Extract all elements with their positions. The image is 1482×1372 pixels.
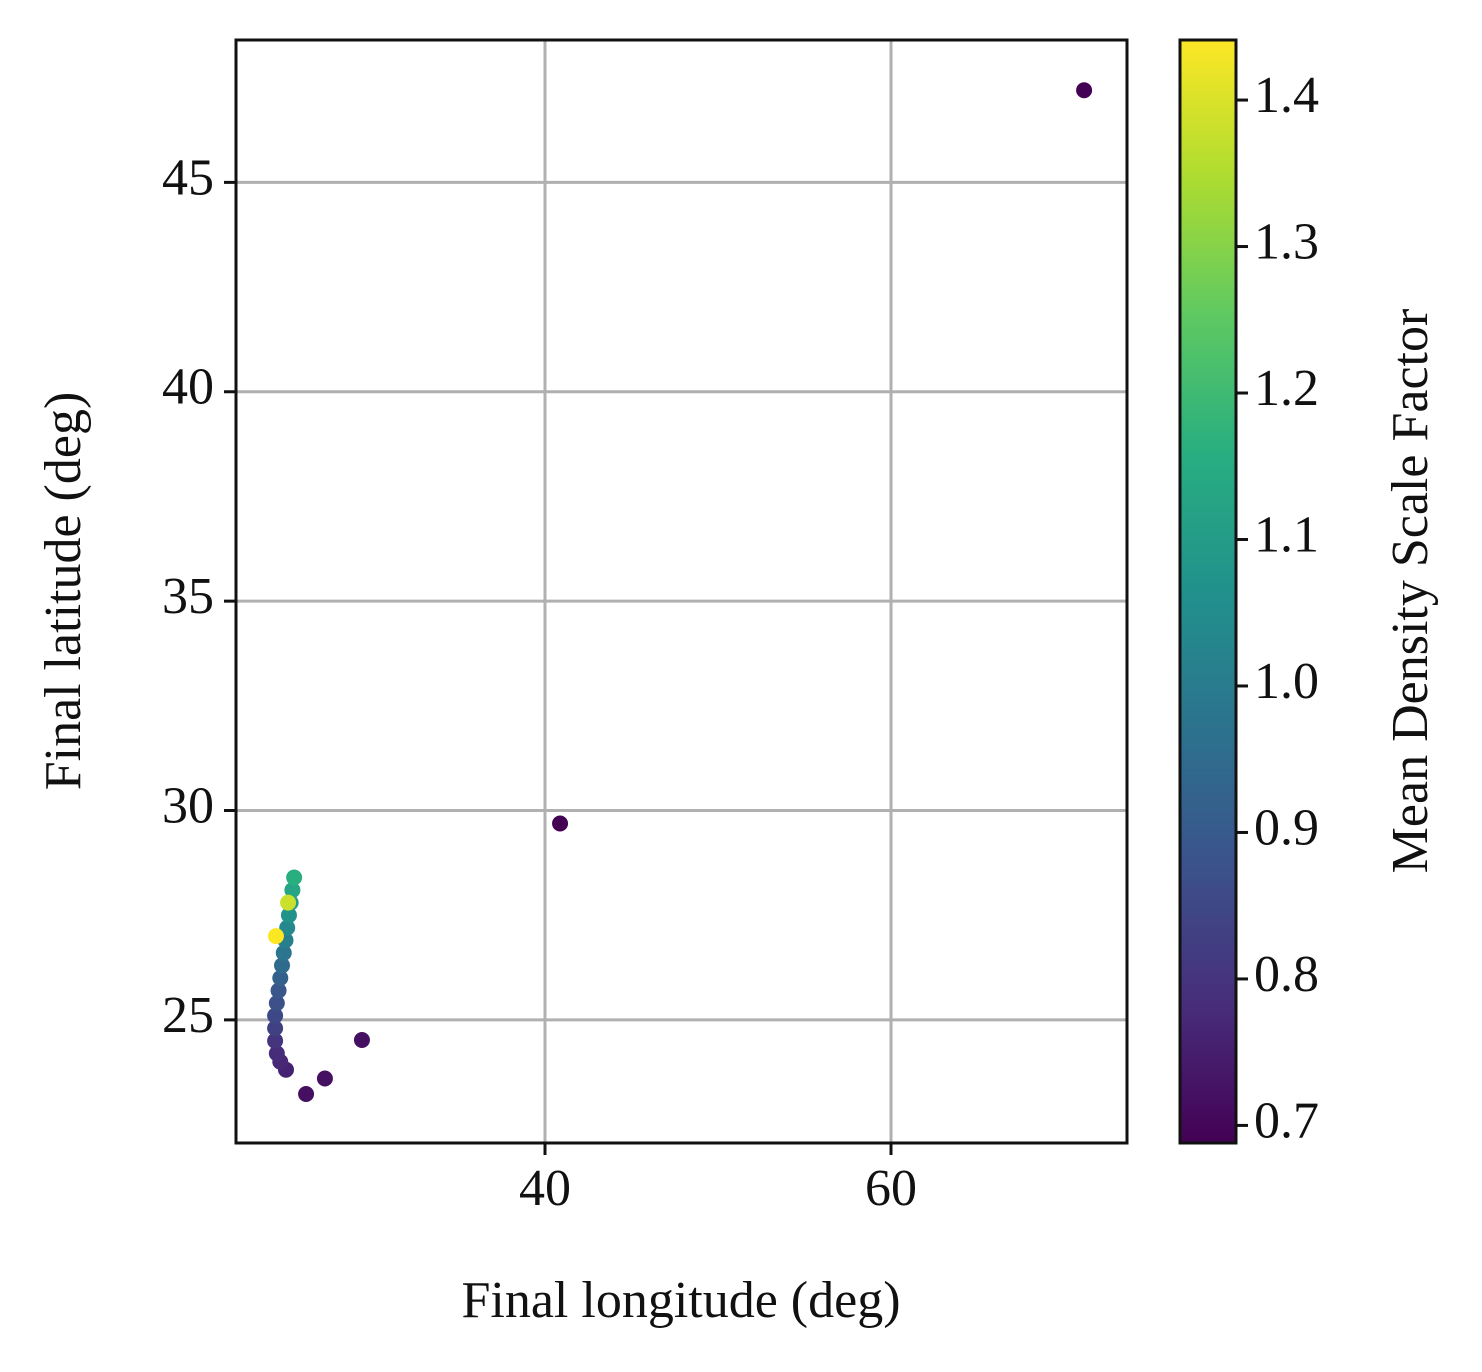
point: [1076, 82, 1093, 99]
y-tick-label: 40: [162, 359, 214, 416]
point: [280, 907, 297, 924]
point: [316, 1070, 333, 1087]
point: [267, 1007, 284, 1024]
point: [270, 982, 287, 999]
y-tick-label: 35: [162, 568, 214, 625]
point: [267, 928, 284, 945]
y-tick-label: 25: [162, 987, 214, 1044]
colorbar-label: Mean Density Scale Factor: [1382, 309, 1439, 874]
point: [280, 894, 297, 911]
colorbar-tick-label: 0.9: [1254, 799, 1319, 856]
point: [298, 1086, 315, 1103]
colorbar-tick-label: 1.4: [1254, 67, 1319, 124]
colorbar-tick-label: 1.2: [1254, 360, 1319, 417]
colorbar: [1178, 38, 1238, 1145]
point: [267, 1020, 284, 1037]
colorbar-tick-label: 1.3: [1254, 213, 1319, 270]
point: [353, 1031, 370, 1048]
y-axis-label: Final latitude (deg): [35, 392, 92, 791]
colorbar-tick-label: 1.1: [1254, 506, 1319, 563]
point: [275, 944, 292, 961]
point: [284, 882, 301, 899]
y-tick-label: 45: [162, 149, 214, 206]
point: [274, 957, 291, 974]
colorbar-tick-label: 0.8: [1254, 946, 1319, 1003]
point: [268, 995, 285, 1012]
point: [279, 919, 296, 936]
plot-frame: [234, 38, 1129, 1145]
point: [552, 815, 569, 832]
x-axis-label: Final longitude (deg): [461, 1272, 900, 1329]
point: [267, 1032, 284, 1049]
point: [286, 869, 303, 886]
point: [268, 1045, 285, 1062]
colorbar-tick-label: 1.0: [1254, 653, 1319, 710]
point: [272, 970, 289, 987]
colorbar-tick-label: 0.7: [1254, 1092, 1319, 1149]
x-tick-label: 40: [519, 1160, 571, 1217]
y-tick-label: 30: [162, 777, 214, 834]
x-tick-label: 60: [865, 1160, 917, 1217]
